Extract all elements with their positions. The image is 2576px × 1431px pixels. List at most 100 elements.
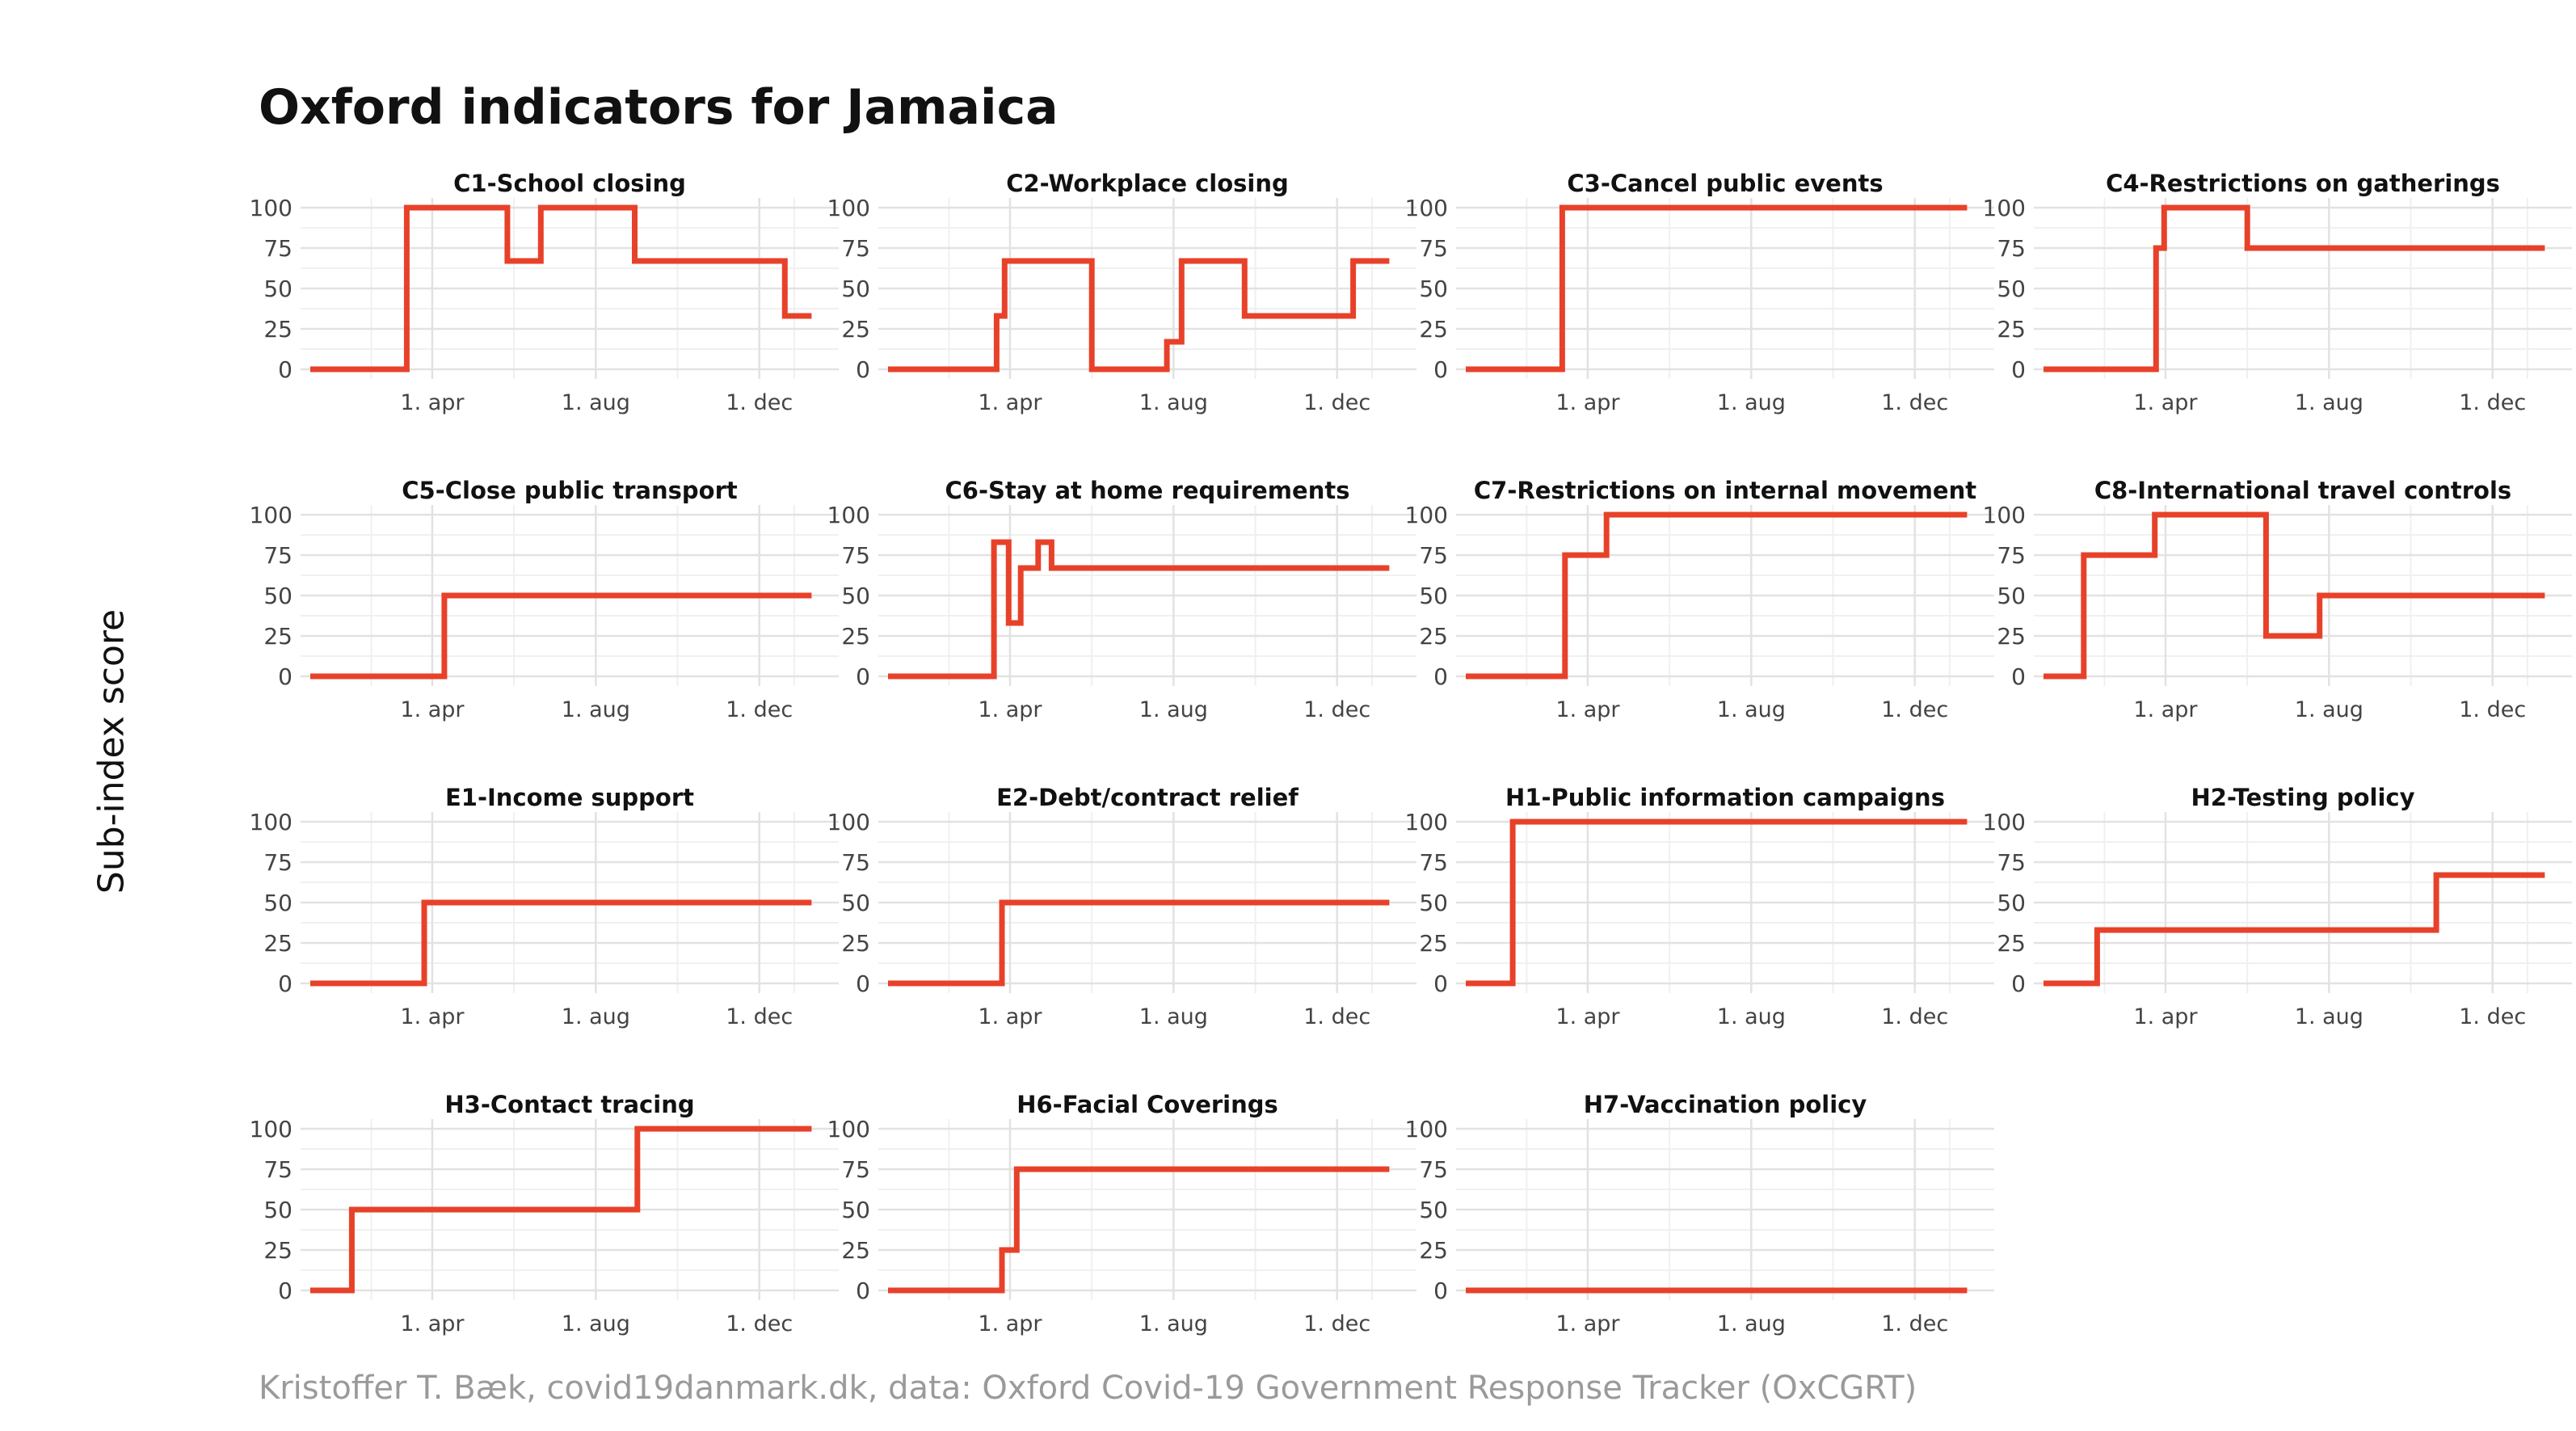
x-tick-label: 1. aug [562, 697, 630, 722]
panel-title: C5-Close public transport [402, 477, 738, 504]
y-tick-label: 0 [278, 356, 293, 383]
y-tick-label: 0 [1433, 663, 1448, 690]
y-tick-label: 50 [263, 1197, 293, 1223]
x-tick-label: 1. aug [2295, 697, 2363, 722]
facet-panel: H1-Public information campaigns 1. apr 1. … [1405, 784, 1994, 1029]
y-tick-label: 75 [1419, 1156, 1448, 1183]
facet-panel: C7-Restrictions on internal movement 1. a… [1405, 477, 1994, 722]
y-tick-label: 25 [263, 1237, 293, 1264]
y-tick-label: 25 [1419, 930, 1448, 957]
y-tick-label: 50 [263, 583, 293, 609]
facet-panel: C4-Restrictions on gatherings 1. apr 1. au… [1983, 170, 2572, 415]
x-tick-label: 1. aug [1139, 1311, 1208, 1336]
x-tick-label: 1. dec [1303, 390, 1370, 415]
y-tick-label: 75 [841, 1156, 870, 1183]
facet-panel: H7-Vaccination policy 1. apr 1. aug 1. dec 0… [1405, 1091, 1994, 1336]
y-tick-label: 100 [250, 502, 293, 528]
facet-panel: H3-Contact tracing 1. apr 1. aug 1. dec 0 25 5… [250, 1091, 839, 1336]
x-tick-label: 1. aug [1139, 390, 1208, 415]
y-tick-label: 100 [1983, 809, 2026, 835]
y-tick-label: 100 [1405, 1116, 1448, 1143]
y-tick-label: 75 [841, 235, 870, 262]
x-tick-label: 1. apr [2133, 697, 2198, 722]
facet-panel: E2-Debt/contract relief 1. apr 1. aug 1. de… [827, 784, 1416, 1029]
y-tick-label: 25 [841, 623, 870, 650]
panel-title: H7-Vaccination policy [1584, 1091, 1867, 1118]
y-tick-label: 0 [278, 1277, 293, 1304]
x-tick-label: 1. aug [1139, 697, 1208, 722]
x-tick-label: 1. apr [978, 390, 1042, 415]
panel-title: E2-Debt/contract relief [996, 784, 1299, 811]
y-tick-label: 100 [1405, 195, 1448, 221]
y-tick-label: 0 [278, 970, 293, 997]
x-tick-label: 1. aug [1717, 1004, 1786, 1029]
y-tick-label: 0 [1433, 970, 1448, 997]
y-tick-label: 100 [250, 809, 293, 835]
y-tick-label: 75 [263, 1156, 293, 1183]
y-tick-label: 0 [2011, 356, 2026, 383]
y-tick-label: 100 [250, 195, 293, 221]
y-tick-label: 100 [827, 195, 870, 221]
series-line [310, 1126, 812, 1294]
series-line [2044, 204, 2545, 372]
facet-panel: C8-International travel controls 1. apr 1.… [1983, 477, 2572, 722]
y-tick-label: 50 [841, 276, 870, 302]
y-tick-label: 100 [1405, 502, 1448, 528]
x-tick-label: 1. dec [1881, 1004, 1948, 1029]
y-tick-label: 75 [841, 542, 870, 569]
series-line [1466, 819, 1968, 987]
panel-title: H3-Contact tracing [444, 1091, 694, 1118]
x-tick-label: 1. dec [726, 390, 793, 415]
x-tick-label: 1. apr [978, 1004, 1042, 1029]
x-tick-label: 1. apr [400, 697, 465, 722]
x-tick-label: 1. dec [2459, 390, 2526, 415]
y-tick-label: 25 [1997, 930, 2026, 957]
x-tick-label: 1. aug [2295, 1004, 2363, 1029]
facet-panel: C2-Workplace closing 1. apr 1. aug 1. dec 0 2… [827, 170, 1416, 415]
y-tick-label: 100 [827, 809, 870, 835]
x-tick-label: 1. apr [2133, 390, 2198, 415]
x-tick-label: 1. apr [978, 1311, 1042, 1336]
facet-panel: C6-Stay at home requirements 1. apr 1. aug… [827, 477, 1416, 722]
panel-title: C4-Restrictions on gatherings [2106, 170, 2500, 197]
panel-title: C7-Restrictions on internal movement [1474, 477, 1976, 504]
panel-title: H1-Public information campaigns [1505, 784, 1945, 811]
y-tick-label: 50 [1419, 583, 1448, 609]
y-tick-label: 75 [263, 849, 293, 876]
y-tick-label: 75 [1419, 235, 1448, 262]
y-tick-label: 75 [263, 542, 293, 569]
x-tick-label: 1. dec [2459, 1004, 2526, 1029]
y-tick-label: 25 [841, 1237, 870, 1264]
y-tick-label: 50 [841, 890, 870, 916]
y-tick-label: 50 [841, 1197, 870, 1223]
panel-title: C8-International travel controls [2094, 477, 2511, 504]
x-tick-label: 1. aug [562, 390, 630, 415]
chart-caption: Kristoffer T. Bæk, covid19danmark.dk, da… [259, 1370, 1917, 1407]
x-tick-label: 1. dec [1881, 1311, 1948, 1336]
y-tick-label: 50 [1419, 1197, 1448, 1223]
series-line [1466, 204, 1968, 372]
y-tick-label: 25 [1419, 623, 1448, 650]
x-tick-label: 1. aug [1717, 1311, 1786, 1336]
x-tick-label: 1. apr [400, 390, 465, 415]
x-tick-label: 1. dec [1303, 1311, 1370, 1336]
y-tick-label: 25 [841, 316, 870, 343]
y-tick-label: 100 [1405, 809, 1448, 835]
y-tick-label: 100 [827, 1116, 870, 1143]
x-tick-label: 1. dec [726, 1004, 793, 1029]
y-tick-label: 100 [827, 502, 870, 528]
y-tick-label: 0 [856, 1277, 870, 1304]
facet-panel: E1-Income support 1. apr 1. aug 1. dec 0 25 50… [250, 784, 839, 1029]
x-tick-label: 1. dec [1881, 390, 1948, 415]
y-tick-label: 50 [1419, 276, 1448, 302]
y-tick-label: 50 [1419, 890, 1448, 916]
x-tick-label: 1. aug [2295, 390, 2363, 415]
y-tick-label: 25 [263, 930, 293, 957]
facet-panel: C3-Cancel public events 1. apr 1. aug 1. de… [1405, 170, 1994, 415]
x-tick-label: 1. dec [1303, 697, 1370, 722]
facet-panel: C1-School closing 1. apr 1. aug 1. dec 0 25 50… [250, 170, 839, 415]
panel-title: C1-School closing [453, 170, 686, 197]
facet-panel: H2-Testing policy 1. apr 1. aug 1. dec 0 25 50… [1983, 784, 2572, 1029]
